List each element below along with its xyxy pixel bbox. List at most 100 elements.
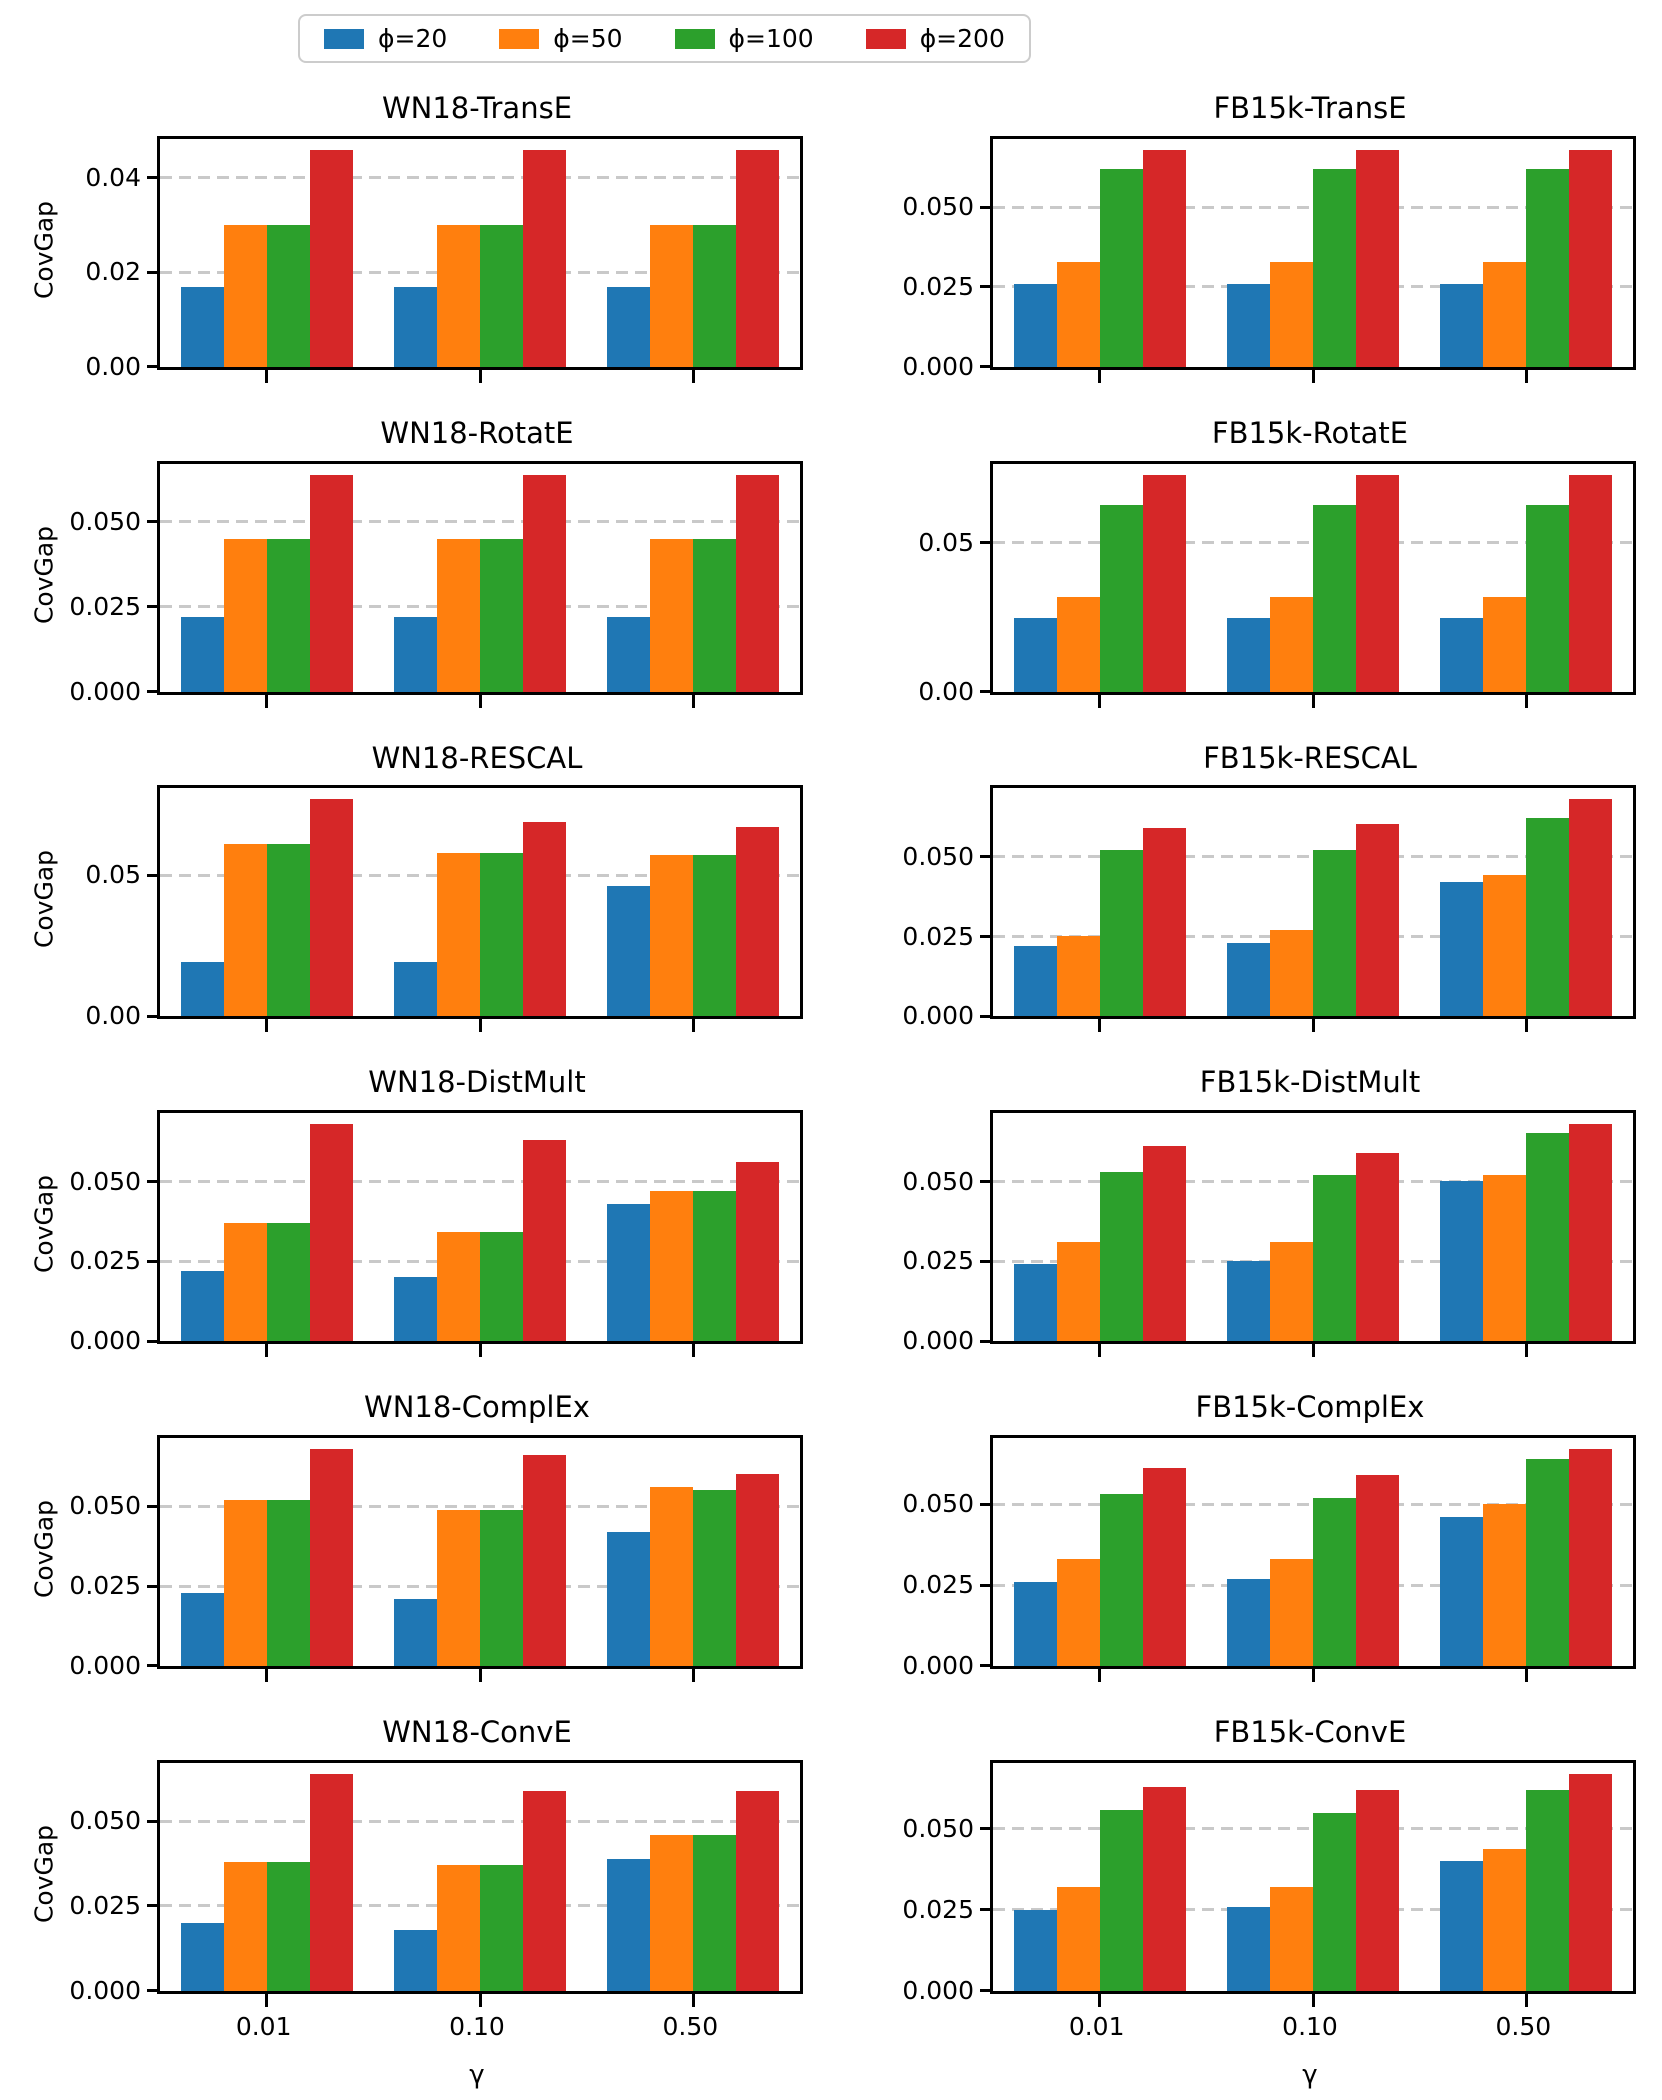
bar-ϕ=200-gamma-0.50 — [1569, 474, 1612, 692]
x-tick-label: 0.10 — [1282, 2011, 1338, 2041]
subplot-body: 0.000 0.025 0.050 — [893, 1110, 1636, 1358]
x-tick-mark — [265, 369, 268, 383]
y-tick-labels: 0.000 0.025 0.050 — [60, 1435, 157, 1680]
bar-ϕ=100-gamma-0.01 — [267, 1499, 310, 1666]
subplot-WN18-DistMult: WN18-DistMult CovGap 0.000 0.025 0.050 — [28, 1065, 823, 1358]
x-tick-mark — [265, 1019, 268, 1033]
subplot-body: CovGap 0.00 0.05 — [28, 785, 823, 1033]
bar-ϕ=50-gamma-0.01 — [1057, 596, 1100, 692]
bar-ϕ=200-gamma-0.01 — [310, 1773, 353, 1991]
y-tick-label: 0.025 — [902, 1246, 974, 1276]
bar-ϕ=50-gamma-0.01 — [1057, 1558, 1100, 1666]
bar-ϕ=200-gamma-0.50 — [1569, 1448, 1612, 1666]
bar-ϕ=50-gamma-0.10 — [437, 1232, 480, 1342]
x-tick-mark — [1312, 1993, 1315, 2007]
bar-ϕ=200-gamma-0.10 — [1356, 1153, 1399, 1342]
bar-ϕ=100-gamma-0.01 — [1100, 1172, 1143, 1342]
legend-label: ϕ=100 — [728, 24, 814, 53]
x-tick-label: 0.50 — [1495, 2011, 1552, 2041]
y-tick-label: 0.000 — [902, 1001, 974, 1031]
x-tick-mark — [1312, 1019, 1315, 1033]
bar-ϕ=20-gamma-0.50 — [1440, 617, 1483, 692]
subplot-FB15k-ComplEx: FB15k-ComplEx 0.000 0.025 0.050 — [893, 1390, 1636, 1682]
subplot-FB15k-DistMult: FB15k-DistMult 0.000 0.025 0.050 — [893, 1065, 1636, 1358]
bar-ϕ=50-gamma-0.01 — [1057, 936, 1100, 1017]
bar-ϕ=50-gamma-0.10 — [1270, 1886, 1313, 1991]
x-tick-mark — [692, 1344, 695, 1358]
bar-ϕ=200-gamma-0.01 — [1143, 474, 1186, 692]
y-tick-label: 0.025 — [902, 1894, 974, 1924]
y-tick-mark — [980, 1014, 990, 1018]
bar-ϕ=50-gamma-0.50 — [650, 1486, 693, 1666]
bar-ϕ=50-gamma-0.01 — [224, 1499, 267, 1666]
x-tick-labels: 0.01 0.10 0.50 — [990, 2012, 1630, 2054]
x-tick-mark — [265, 1668, 268, 1682]
row-spacer — [0, 1019, 1662, 1065]
bar-ϕ=50-gamma-0.10 — [437, 538, 480, 692]
bar-ϕ=200-gamma-0.50 — [736, 1162, 779, 1342]
y-tick-mark — [980, 1583, 990, 1587]
y-tick-label: 0.025 — [69, 591, 141, 621]
y-tick-label: 0.025 — [902, 1570, 974, 1600]
bar-ϕ=50-gamma-0.50 — [1483, 1848, 1526, 1991]
bar-ϕ=20-gamma-0.01 — [1014, 946, 1057, 1017]
bar-ϕ=20-gamma-0.50 — [1440, 1860, 1483, 1991]
bar-ϕ=100-gamma-0.01 — [267, 224, 310, 367]
bar-ϕ=100-gamma-0.01 — [267, 1223, 310, 1342]
bar-ϕ=100-gamma-0.10 — [480, 224, 523, 367]
legend-swatch-icon — [674, 28, 715, 49]
chart-row: WN18-RotatE CovGap 0.000 0.025 0.050 FB15k-Ro… — [0, 416, 1662, 708]
bar-ϕ=200-gamma-0.10 — [523, 1140, 566, 1342]
bar-ϕ=200-gamma-0.01 — [310, 1448, 353, 1666]
y-tick-mark — [980, 1827, 990, 1831]
y-tick-mark — [147, 1664, 157, 1668]
bar-ϕ=200-gamma-0.01 — [310, 474, 353, 692]
row-spacer — [0, 2096, 1662, 2100]
x-tick-mark — [1098, 1344, 1101, 1358]
y-tick-mark — [147, 365, 157, 369]
bar-ϕ=200-gamma-0.10 — [1356, 149, 1399, 367]
bar-ϕ=20-gamma-0.10 — [394, 1598, 437, 1666]
x-tick-mark — [479, 1019, 482, 1033]
x-tick-mark — [265, 694, 268, 708]
x-tick-mark — [1525, 1993, 1528, 2007]
bar-ϕ=50-gamma-0.10 — [437, 224, 480, 367]
y-tick-mark — [147, 1014, 157, 1018]
plot-area — [980, 785, 1636, 1033]
y-tick-label: 0.000 — [902, 1650, 974, 1680]
y-tick-mark — [980, 1502, 990, 1506]
y-tick-label: 0.000 — [69, 1326, 141, 1356]
y-tick-label: 0.025 — [69, 1571, 141, 1601]
subplot-body: 0.000 0.025 0.050 — [893, 785, 1636, 1033]
y-tick-label: 0.02 — [85, 257, 141, 287]
bar-ϕ=200-gamma-0.01 — [1143, 149, 1186, 367]
subplot-body: CovGap 0.000 0.025 0.050 — [28, 1759, 823, 2007]
y-tick-label: 0.050 — [902, 1813, 974, 1843]
y-tick-mark — [980, 855, 990, 859]
x-axis-label: γ — [1302, 2059, 1318, 2090]
y-tick-mark — [147, 605, 157, 609]
y-tick-label: 0.05 — [918, 527, 974, 557]
subplot-title: WN18-TransE — [381, 91, 573, 125]
plot-area — [980, 1434, 1636, 1682]
y-tick-mark — [147, 270, 157, 274]
bar-ϕ=200-gamma-0.10 — [1356, 1474, 1399, 1666]
bar-ϕ=100-gamma-0.01 — [1100, 168, 1143, 367]
y-tick-label: 0.025 — [902, 271, 974, 301]
plot-area — [980, 460, 1636, 708]
y-tick-labels: 0.000 0.025 0.050 — [893, 1435, 990, 1680]
bar-ϕ=50-gamma-0.10 — [437, 853, 480, 1017]
bar-ϕ=20-gamma-0.10 — [1227, 1261, 1270, 1342]
legend-label: ϕ=50 — [553, 24, 623, 53]
chart-grid: WN18-TransE CovGap 0.00 0.02 0.04 FB15k-Trans… — [0, 91, 1662, 2100]
y-tick-label: 0.000 — [902, 1326, 974, 1356]
legend-swatch-icon — [865, 28, 906, 49]
row-spacer — [0, 370, 1662, 416]
bar-ϕ=20-gamma-0.01 — [181, 1271, 224, 1342]
bar-ϕ=20-gamma-0.01 — [1014, 617, 1057, 692]
y-tick-label: 0.025 — [69, 1246, 141, 1276]
y-tick-mark — [980, 1908, 990, 1912]
bar-ϕ=100-gamma-0.10 — [480, 1864, 523, 1991]
bar-ϕ=50-gamma-0.01 — [224, 1861, 267, 1991]
